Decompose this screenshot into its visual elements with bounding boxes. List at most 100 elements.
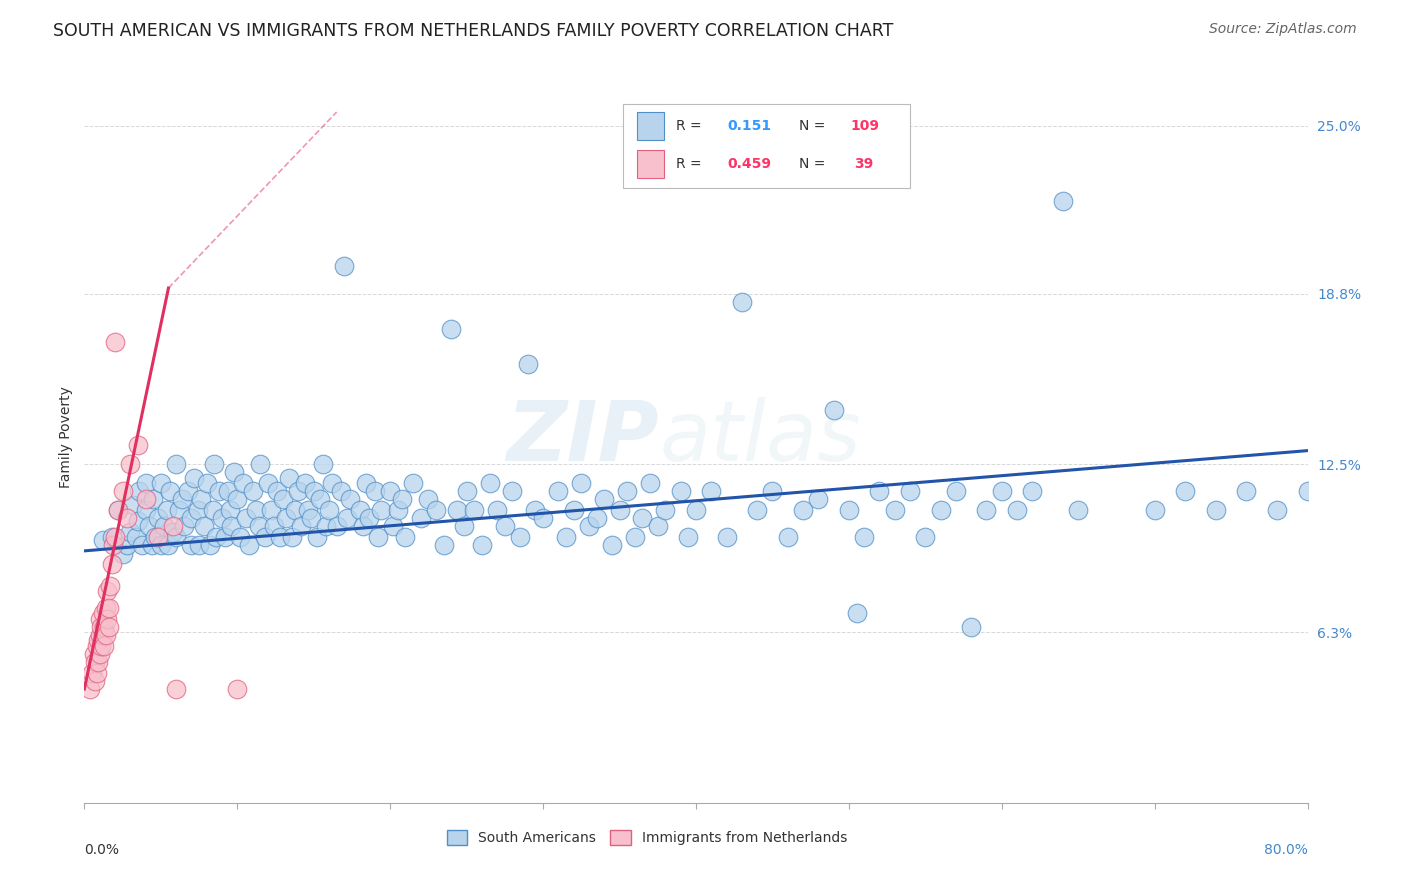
Point (299, 511, 322, 525)
Point (278, 471, 301, 485)
Point (165, 681, 187, 696)
Point (127, 514, 149, 528)
Point (229, 530, 252, 544)
Point (173, 519, 195, 533)
Point (247, 519, 270, 533)
FancyBboxPatch shape (623, 104, 910, 188)
Point (578, 519, 600, 533)
Point (1205, 503, 1227, 517)
Point (524, 503, 547, 517)
FancyBboxPatch shape (637, 151, 664, 178)
Point (898, 484, 921, 499)
Point (167, 503, 190, 517)
Text: 109: 109 (851, 120, 879, 133)
Point (218, 503, 240, 517)
Point (226, 492, 249, 507)
Point (269, 530, 291, 544)
Point (226, 681, 249, 696)
Point (352, 519, 374, 533)
Point (198, 538, 221, 552)
Point (89, 628, 111, 642)
Point (731, 294, 754, 309)
Text: Source: ZipAtlas.com: Source: ZipAtlas.com (1209, 22, 1357, 37)
Text: atlas: atlas (659, 397, 860, 477)
Point (391, 492, 413, 507)
Point (792, 503, 814, 517)
Point (91, 628, 114, 642)
Point (111, 547, 134, 561)
Point (93, 639, 115, 653)
Point (1067, 503, 1090, 517)
Point (380, 484, 402, 499)
Point (142, 492, 165, 507)
Point (357, 511, 380, 525)
Point (146, 530, 169, 544)
Point (339, 492, 361, 507)
Text: ZIP: ZIP (506, 397, 659, 477)
Point (165, 457, 187, 471)
Point (149, 476, 172, 491)
Point (94, 628, 117, 642)
FancyBboxPatch shape (637, 112, 664, 140)
Point (217, 484, 239, 499)
Point (593, 492, 616, 507)
Text: 0.151: 0.151 (728, 120, 772, 133)
Point (205, 530, 228, 544)
Point (716, 530, 738, 544)
Text: N =: N = (799, 120, 830, 133)
Point (678, 530, 700, 544)
Point (183, 471, 205, 485)
Point (700, 484, 723, 499)
Point (276, 511, 298, 525)
Point (135, 476, 157, 491)
Point (135, 492, 157, 507)
Point (486, 503, 509, 517)
Point (260, 503, 283, 517)
Point (193, 519, 215, 533)
Point (89, 611, 111, 625)
Point (308, 492, 330, 507)
Y-axis label: Family Poverty: Family Poverty (59, 386, 73, 488)
Point (394, 530, 416, 544)
Point (103, 538, 125, 552)
Point (502, 484, 524, 499)
Point (364, 484, 387, 499)
Text: 0.0%: 0.0% (84, 843, 120, 857)
Point (494, 519, 516, 533)
Point (141, 538, 163, 552)
Point (80, 665, 103, 680)
Point (685, 503, 707, 517)
Text: 0.459: 0.459 (728, 157, 772, 171)
Point (101, 530, 124, 544)
Point (214, 530, 236, 544)
Point (294, 476, 316, 491)
Point (747, 503, 769, 517)
Point (90, 620, 112, 634)
Point (883, 503, 905, 517)
Point (202, 457, 225, 471)
Point (302, 484, 325, 499)
Point (97, 620, 120, 634)
Point (440, 322, 463, 336)
Point (562, 503, 585, 517)
Point (162, 519, 184, 533)
Point (547, 484, 569, 499)
Point (107, 503, 129, 517)
Point (180, 538, 202, 552)
Point (1296, 484, 1319, 499)
Point (509, 530, 531, 544)
Point (330, 484, 353, 499)
Point (263, 519, 285, 533)
Point (94, 600, 117, 615)
Point (669, 484, 692, 499)
Point (654, 503, 676, 517)
Point (367, 530, 389, 544)
Point (79, 681, 101, 696)
Point (807, 492, 830, 507)
Point (409, 511, 432, 525)
Point (914, 530, 936, 544)
Text: R =: R = (676, 120, 706, 133)
Point (382, 519, 405, 533)
Point (186, 503, 208, 517)
Point (249, 457, 271, 471)
